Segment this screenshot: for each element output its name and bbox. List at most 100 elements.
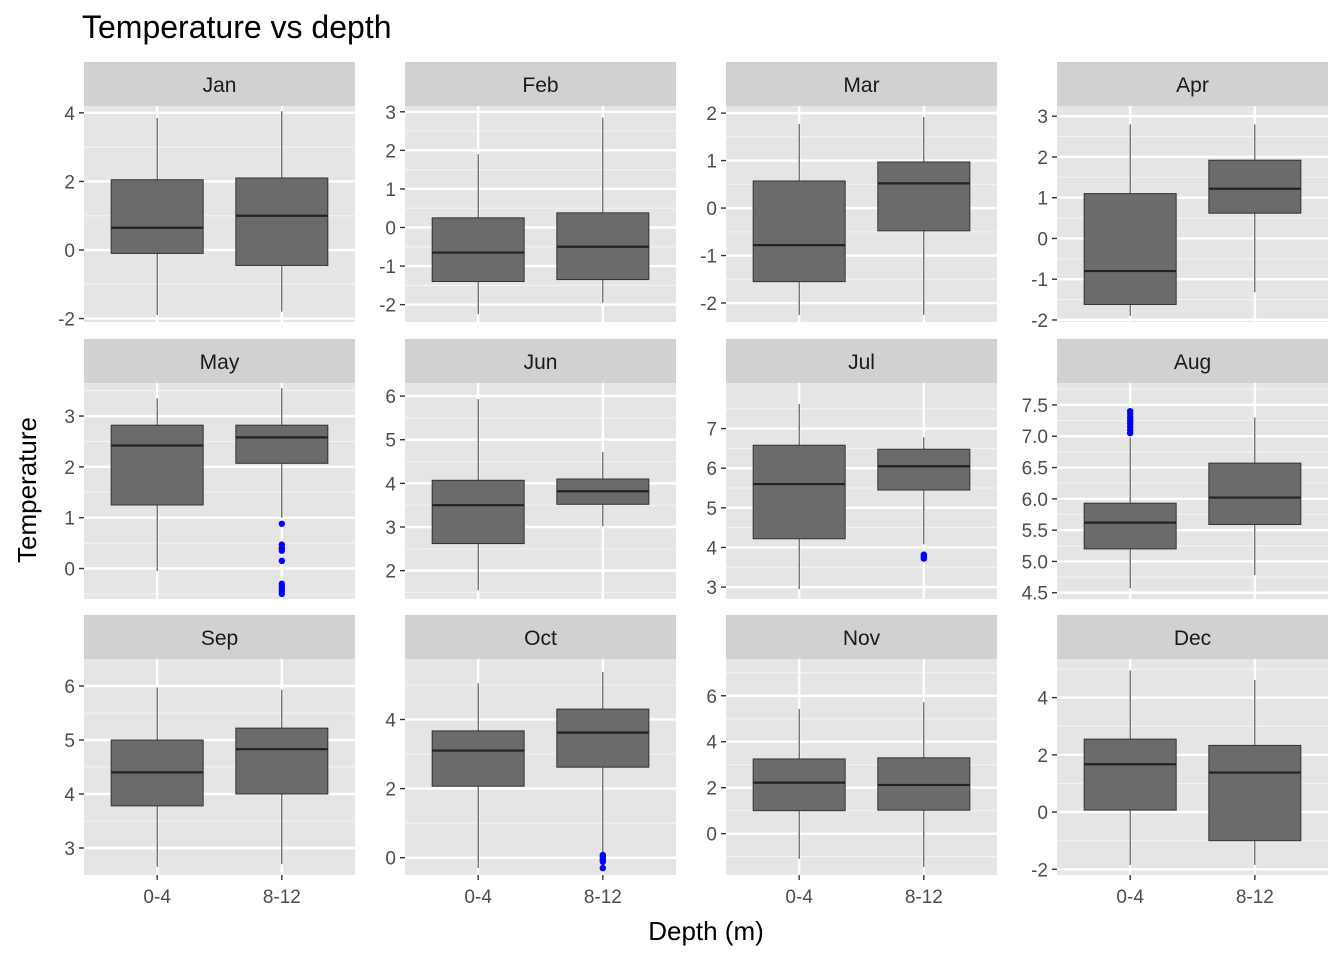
y-tick-label: 1 bbox=[706, 152, 717, 173]
box-8-12 bbox=[1208, 159, 1302, 214]
y-tick-label: 2 bbox=[706, 779, 717, 800]
box-8-12 bbox=[877, 448, 971, 491]
y-tick-label: 5.0 bbox=[1022, 552, 1048, 573]
x-tick-label: 0-4 bbox=[785, 887, 813, 908]
y-tick-label: 5 bbox=[64, 731, 75, 752]
y-tick-label: 5 bbox=[385, 431, 396, 452]
y-tick-label: 2 bbox=[706, 104, 717, 125]
y-tick-label: -2 bbox=[1031, 860, 1048, 881]
y-tick-label: 3 bbox=[385, 103, 396, 124]
y-tick-label: -2 bbox=[58, 310, 75, 331]
outlier-point bbox=[278, 547, 286, 554]
facet-strip bbox=[1057, 62, 1328, 106]
box-8-12 bbox=[235, 727, 329, 795]
facet-panel-nov: Nov 0 2 4 6 0-4 8-12 bbox=[706, 615, 997, 908]
box-0-4 bbox=[752, 444, 846, 540]
box-0-4 bbox=[752, 180, 846, 283]
y-tick-label: -2 bbox=[379, 296, 396, 317]
box-8-12 bbox=[556, 708, 650, 768]
box-8-12 bbox=[877, 161, 971, 232]
y-tick-label: 0 bbox=[1037, 229, 1048, 250]
y-tick-label: 7.0 bbox=[1022, 427, 1048, 448]
y-tick-label: 0 bbox=[385, 219, 396, 240]
outlier-point bbox=[599, 864, 607, 872]
facet-panels: Jan -2 0 2 4 Feb -2 -1 0 1 2 3 Mar -2 -1 0 1 2 Apr -2 -1 0 1 2 3… bbox=[58, 62, 1328, 908]
facet-strip bbox=[726, 339, 997, 383]
y-tick-label: 3 bbox=[64, 839, 75, 860]
outlier-point bbox=[278, 557, 286, 565]
y-tick-label: 1 bbox=[385, 180, 396, 201]
x-tick-label: 0-4 bbox=[464, 887, 492, 908]
y-tick-label: 3 bbox=[1037, 107, 1048, 128]
y-tick-label: 6 bbox=[706, 459, 717, 480]
box-0-4 bbox=[1083, 193, 1177, 305]
box-0-4 bbox=[1083, 502, 1177, 550]
y-axis-title: Temperature bbox=[12, 417, 42, 563]
facet-strip bbox=[84, 615, 355, 659]
x-axis-title: Depth (m) bbox=[648, 916, 764, 946]
y-tick-label: 3 bbox=[64, 407, 75, 428]
x-tick-label: 8-12 bbox=[263, 887, 301, 908]
y-tick-label: -1 bbox=[1031, 270, 1048, 291]
y-tick-label: 2 bbox=[385, 562, 396, 583]
facet-panel-may: May 0 1 2 3 bbox=[64, 339, 355, 599]
facet-strip-label: Jan bbox=[203, 74, 237, 97]
y-tick-label: 5.5 bbox=[1022, 521, 1048, 542]
facet-strip-label: Dec bbox=[1174, 627, 1211, 650]
y-tick-label: 6.0 bbox=[1022, 490, 1048, 511]
y-tick-label: 2 bbox=[64, 172, 75, 193]
box-8-12 bbox=[1208, 744, 1302, 842]
box-0-4 bbox=[431, 730, 525, 787]
facet-strip-label: Oct bbox=[524, 627, 557, 650]
facet-strip bbox=[1057, 339, 1328, 383]
facet-strip bbox=[726, 615, 997, 659]
facet-strip bbox=[84, 62, 355, 106]
y-tick-label: -2 bbox=[1031, 311, 1048, 332]
y-tick-label: 6.5 bbox=[1022, 459, 1048, 480]
y-tick-label: 5 bbox=[706, 499, 717, 520]
facet-strip-label: Aug bbox=[1174, 351, 1211, 374]
facet-strip bbox=[405, 62, 676, 106]
outlier-point bbox=[599, 858, 607, 866]
facet-strip-label: Mar bbox=[843, 74, 879, 97]
facet-panel-feb: Feb -2 -1 0 1 2 3 bbox=[379, 62, 676, 322]
facet-strip-label: May bbox=[200, 351, 240, 374]
box-8-12 bbox=[235, 177, 329, 266]
y-tick-label: -1 bbox=[379, 257, 396, 278]
facet-strip bbox=[1057, 615, 1328, 659]
facet-strip-label: Jul bbox=[848, 351, 875, 374]
box-0-4 bbox=[110, 179, 204, 254]
y-tick-label: 7.5 bbox=[1022, 396, 1048, 417]
box-0-4 bbox=[110, 424, 204, 506]
y-tick-label: 6 bbox=[706, 687, 717, 708]
y-tick-label: 4 bbox=[64, 104, 75, 125]
facet-panel-jul: Jul 3 4 5 6 7 bbox=[706, 339, 997, 599]
facet-panel-sep: Sep 3 4 5 6 0-4 8-12 bbox=[64, 615, 355, 908]
box-0-4 bbox=[1083, 738, 1177, 811]
y-tick-label: 4 bbox=[706, 538, 717, 559]
y-tick-label: -2 bbox=[700, 294, 717, 315]
y-tick-label: 1 bbox=[1037, 189, 1048, 210]
y-tick-label: 2 bbox=[1037, 148, 1048, 169]
chart-title: Temperature vs depth bbox=[82, 9, 392, 45]
y-tick-label: 4 bbox=[385, 710, 396, 731]
facet-strip-label: Feb bbox=[522, 74, 558, 97]
y-tick-label: 0 bbox=[64, 241, 75, 262]
facet-strip bbox=[405, 339, 676, 383]
x-tick-label: 8-12 bbox=[1236, 887, 1274, 908]
y-tick-label: 0 bbox=[385, 849, 396, 870]
y-tick-label: 6 bbox=[64, 677, 75, 698]
box-0-4 bbox=[431, 217, 525, 283]
y-tick-label: 0 bbox=[1037, 803, 1048, 824]
y-tick-label: 4.5 bbox=[1022, 584, 1048, 605]
y-tick-label: 6 bbox=[385, 387, 396, 408]
y-tick-label: 4 bbox=[706, 733, 717, 754]
y-tick-label: 4 bbox=[385, 474, 396, 495]
x-tick-label: 0-4 bbox=[1116, 887, 1144, 908]
y-tick-label: 0 bbox=[64, 560, 75, 581]
y-tick-label: 2 bbox=[64, 458, 75, 479]
y-tick-label: 2 bbox=[385, 780, 396, 801]
x-tick-label: 0-4 bbox=[143, 887, 171, 908]
facet-panel-jun: Jun 2 3 4 5 6 bbox=[385, 339, 676, 599]
